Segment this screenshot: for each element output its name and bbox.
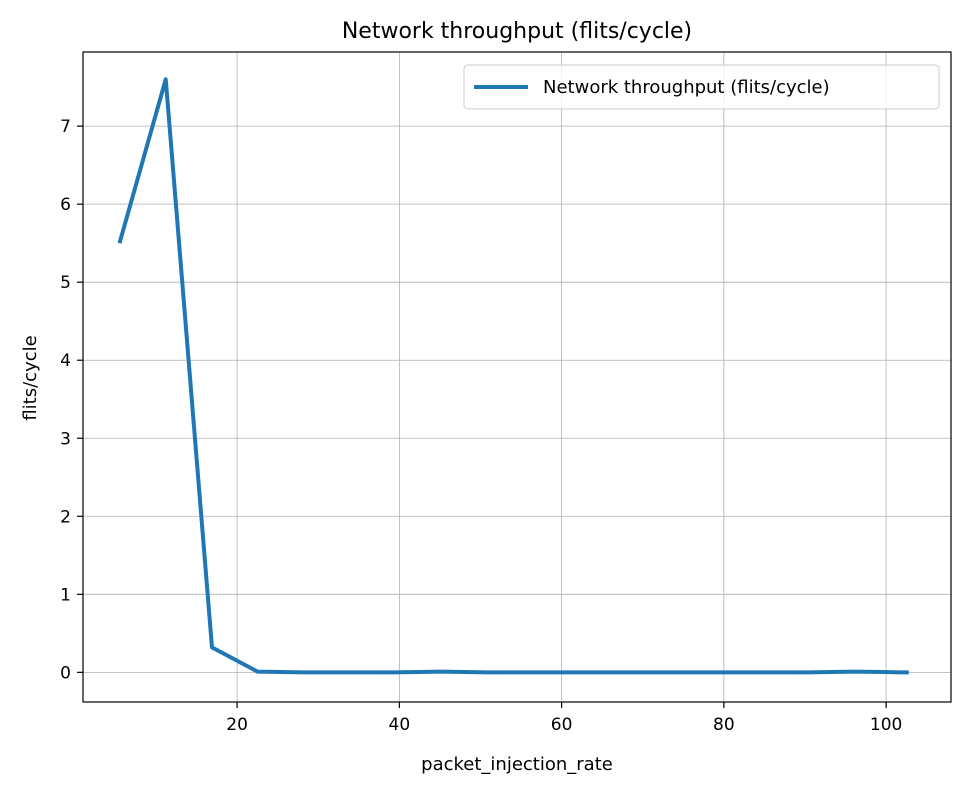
axis-ticks: 20 40 60 80 100 0 1 2 3 4 5 6 7 [60, 117, 902, 735]
y-axis-label: flits/cycle [20, 335, 41, 420]
x-tick-label: 20 [226, 715, 248, 735]
y-tick-label: 1 [60, 585, 71, 605]
x-tick-label: 80 [713, 715, 735, 735]
x-tick-label: 40 [389, 715, 411, 735]
y-tick-label: 5 [60, 273, 71, 293]
y-tick-label: 3 [60, 429, 71, 449]
y-tick-label: 6 [60, 195, 71, 215]
chart-title: Network throughput (flits/cycle) [342, 19, 692, 44]
series-layer [117, 77, 909, 675]
y-tick-label: 7 [60, 117, 71, 137]
series-line-0 [117, 77, 909, 675]
x-axis-label: packet_injection_rate [421, 754, 613, 775]
x-tick-label: 60 [551, 715, 573, 735]
legend-box [463, 64, 940, 110]
legend-entry-label: Network throughput (flits/cycle) [543, 77, 830, 98]
plot-frame [82, 51, 952, 703]
y-tick-label: 4 [60, 351, 71, 371]
y-tick-label: 2 [60, 507, 71, 527]
x-tick-label: 100 [870, 715, 902, 735]
y-tick-label: 0 [60, 663, 71, 683]
legend: Network throughput (flits/cycle) [463, 64, 940, 110]
